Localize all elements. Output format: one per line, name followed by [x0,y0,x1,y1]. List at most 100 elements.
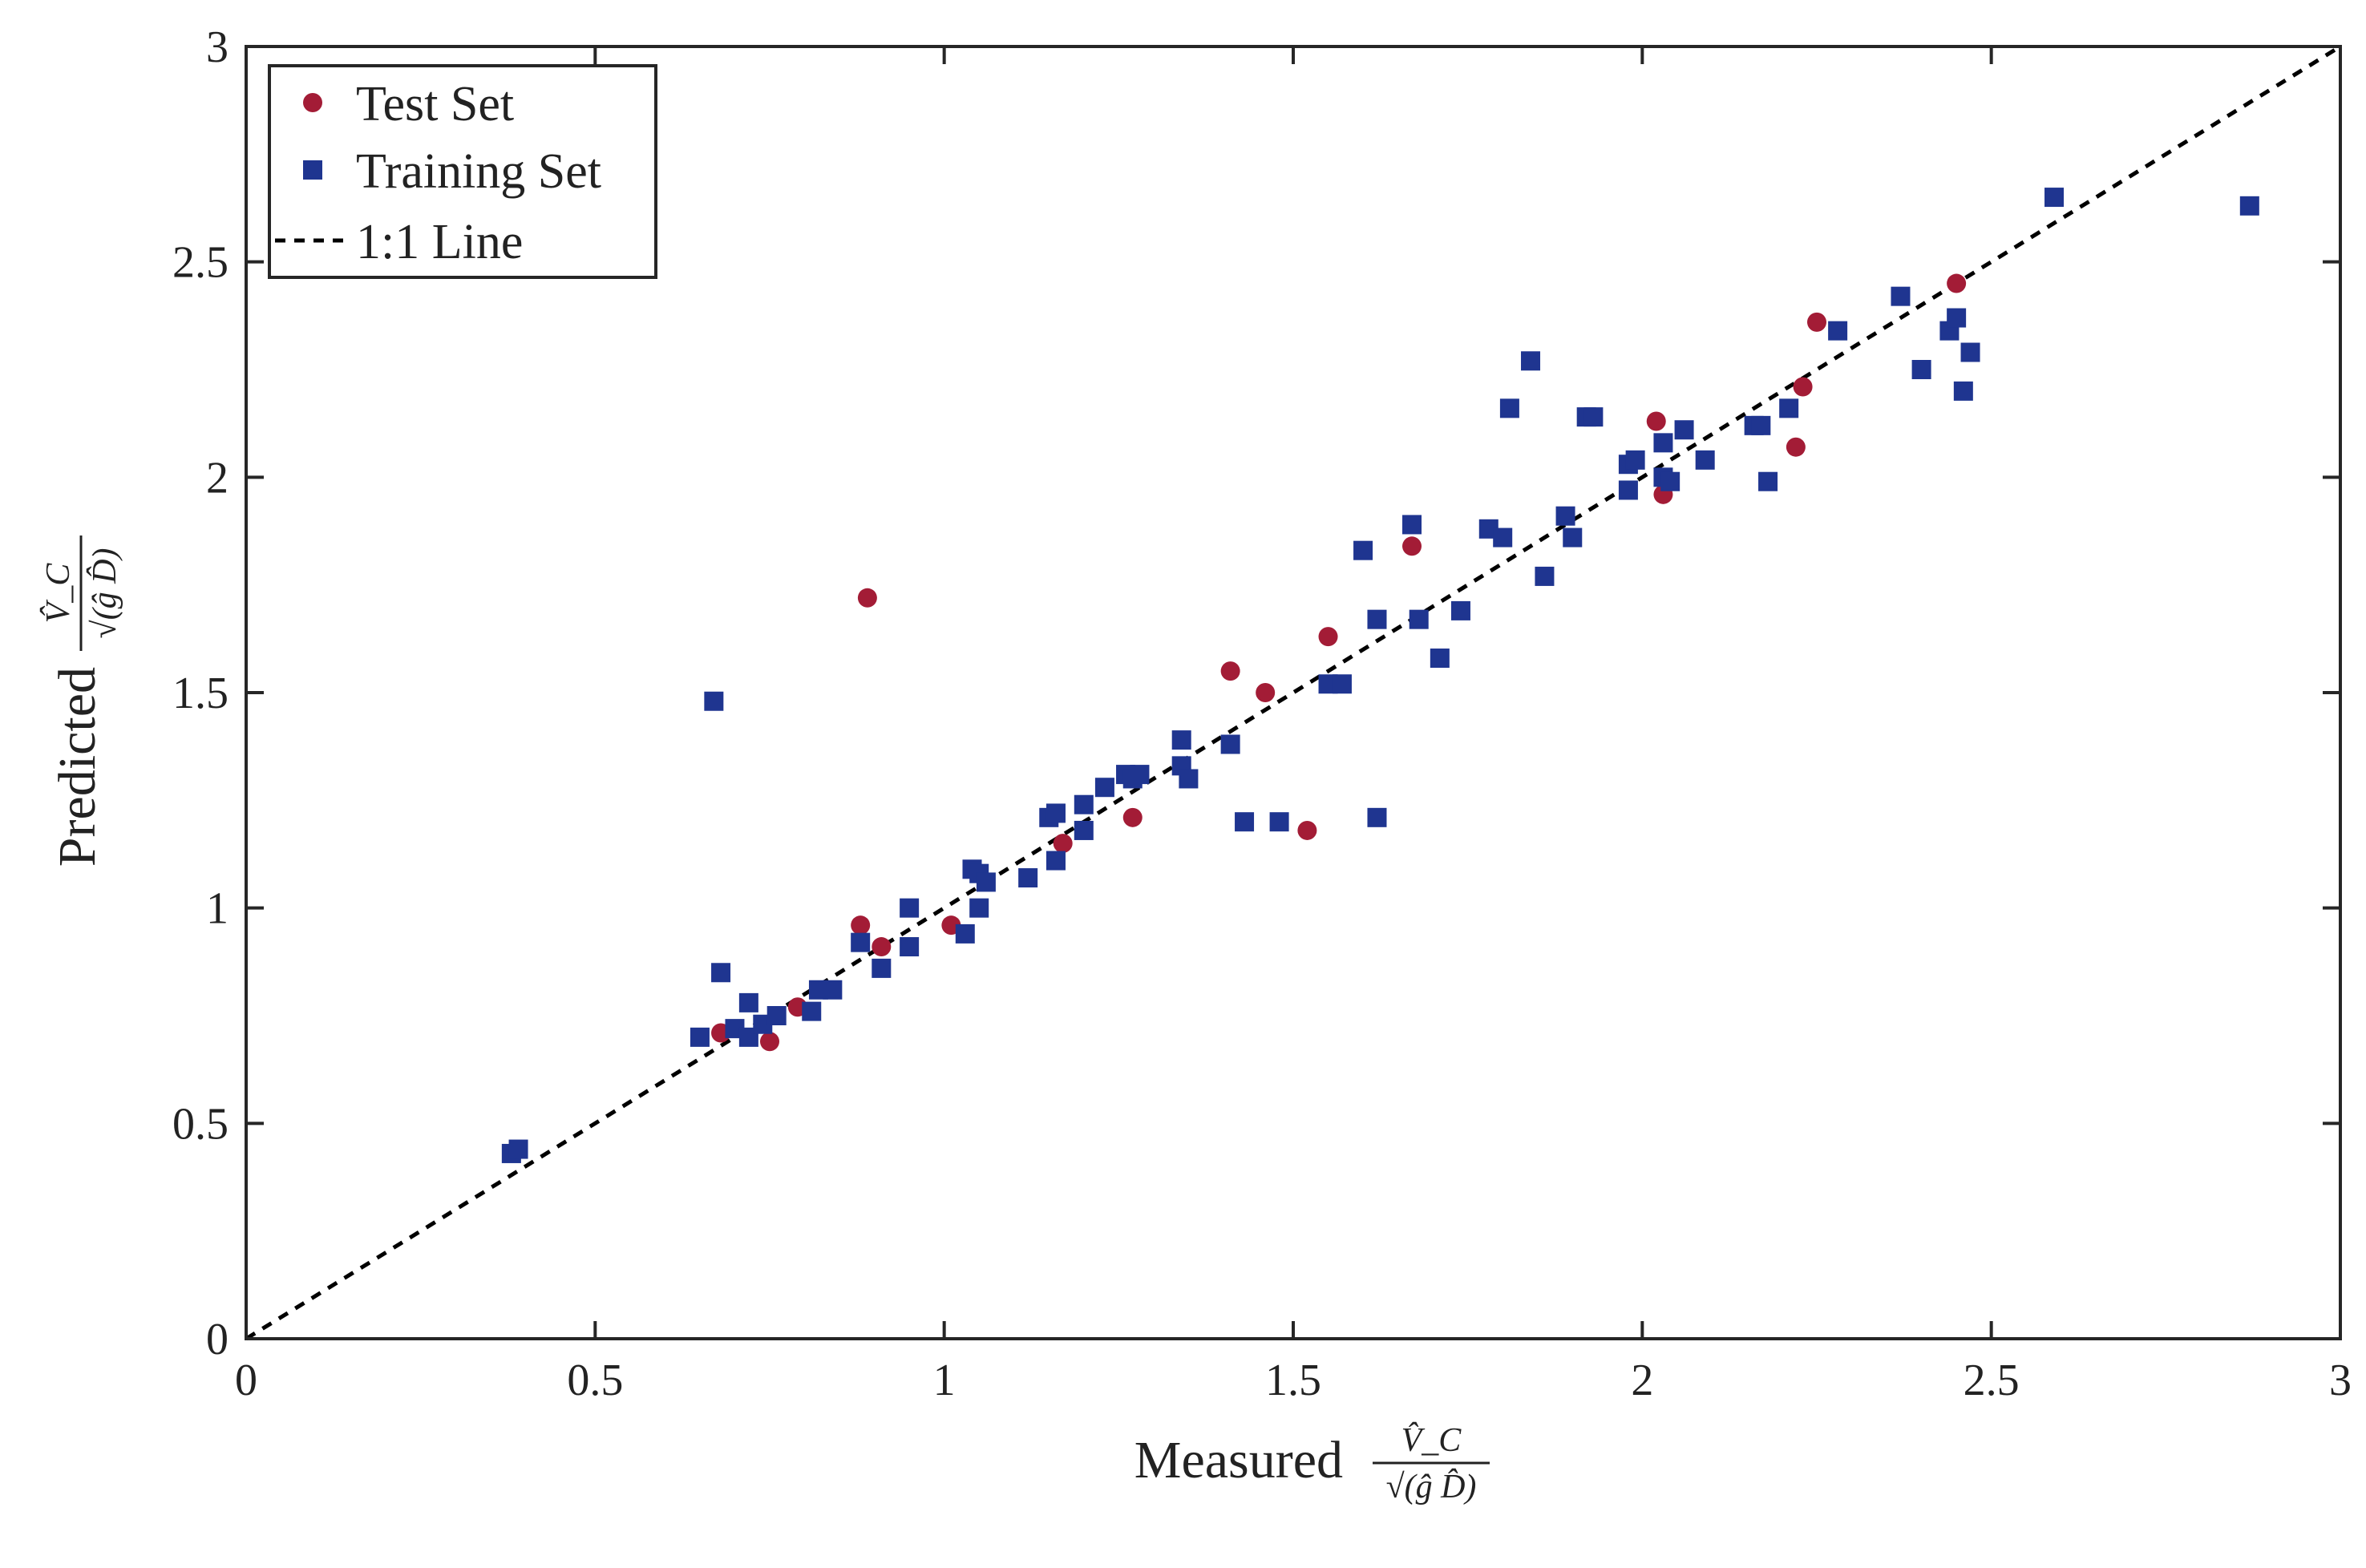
training-set-point [1353,540,1373,560]
training-set-point [1625,450,1645,470]
x-tick-label: 0.5 [567,1356,623,1405]
training-set-point [976,872,996,892]
legend-test-set-label: Test Set [356,77,514,131]
training-set-point [955,923,975,944]
y-axis-title-denominator: √(ĝ D̂) [86,548,123,639]
x-axis-title: Measured V̂_C √(ĝ D̂) [1134,1421,1490,1505]
y-axis-title: Predicted V̂_C √(ĝ D̂) [39,535,123,867]
training-set-point [1179,769,1199,789]
training-set-point [1521,351,1541,371]
training-set-point [1074,794,1094,814]
training-set-point [900,898,920,918]
x-tick-label: 1 [933,1356,956,1405]
training-set-point [1171,730,1191,750]
training-set-point [802,1001,822,1021]
y-tick-label: 2.5 [172,238,229,288]
training-set-point [1220,734,1240,754]
x-tick-label: 3 [2329,1356,2352,1405]
one-to-one-line [245,44,2342,1341]
training-set-point [1130,765,1150,785]
training-set-point [2239,196,2259,216]
y-tick-label: 2 [206,453,229,503]
training-set-point [900,937,920,957]
training-set-point [1094,778,1114,798]
test-set-point [857,588,877,608]
training-set-point [1751,415,1771,435]
training-set-point [1911,360,1931,379]
x-tick-label: 2 [1631,1356,1653,1405]
y-tick-label: 0 [206,1315,229,1364]
training-set-point [1535,566,1555,586]
training-set-point [1402,515,1422,535]
training-set-point [1960,342,1980,362]
y-axis-title-prefix: Predicted [48,667,107,867]
test-set-point [851,915,871,936]
training-set-point [1583,407,1604,427]
test-set-point [1786,437,1806,457]
tick-labels: 0 0.5 1 1.5 2 2.5 3 0 0.5 1 1.5 2 2.5 3 [172,22,2352,1405]
legend-line-label: 1:1 Line [356,215,523,269]
test-set-point [1402,536,1422,556]
training-set-point [1660,471,1680,491]
training-set-point [690,1027,710,1047]
training-set-point [1332,674,1352,694]
training-set-point [1828,321,1848,341]
data-points [501,188,2259,1163]
training-set-point [1045,803,1066,823]
training-set-point [508,1139,528,1159]
training-set-point [1563,527,1583,548]
legend-test-set-marker [303,93,322,112]
training-set-point [969,898,989,918]
training-set-point [1367,807,1387,827]
training-set-point [1493,527,1513,548]
x-tick-label: 2.5 [1964,1356,2020,1405]
test-set-point [1053,834,1073,854]
y-tick-label: 0.5 [172,1099,229,1149]
tick-marks [245,45,2342,1340]
x-axis-title-prefix: Measured [1134,1431,1343,1489]
y-tick-label: 3 [206,22,229,72]
x-tick-label: 0 [235,1356,257,1405]
training-set-point [1555,506,1575,526]
test-set-point [1947,273,1967,293]
x-axis-title-denominator: √(ĝ D̂) [1386,1468,1477,1505]
training-set-point [711,963,731,983]
training-set-point [872,958,892,978]
test-set-point [1256,683,1276,702]
test-set-point [1122,807,1143,827]
training-set-point [1409,609,1429,629]
test-set-point [760,1032,779,1052]
y-tick-label: 1.5 [172,669,229,718]
training-set-point [1695,450,1715,470]
test-set-point [1793,377,1813,397]
x-axis-title-numerator: V̂_C [1401,1421,1462,1459]
training-set-point [1235,812,1255,832]
legend-training-set-marker [303,160,322,180]
legend: Test Set Training Set 1:1 Line [268,64,657,279]
training-set-point [851,932,871,952]
training-set-point [1430,649,1450,669]
x-tick-label: 1.5 [1265,1356,1321,1405]
training-set-point [1953,381,1973,401]
test-set-point [1318,627,1338,647]
test-set-point [1220,661,1240,681]
training-set-point [766,1006,787,1025]
training-set-point [704,691,724,711]
training-set-point [1074,820,1094,840]
training-set-point [1499,398,1519,418]
legend-training-set-label: Training Set [356,144,601,199]
training-set-point [1018,868,1038,888]
training-set-point [1758,471,1778,491]
training-set-point [1618,480,1638,500]
training-set-point [1947,308,1967,328]
training-set-point [1653,433,1673,453]
training-set-point [2044,188,2065,208]
y-tick-label: 1 [206,884,229,934]
training-set-point [1779,398,1799,418]
training-set-point [823,980,843,1000]
test-set-point [872,937,892,957]
test-set-point [1807,312,1826,332]
y-axis-title-numerator: V̂_C [39,563,77,624]
training-set-point [1045,851,1066,871]
